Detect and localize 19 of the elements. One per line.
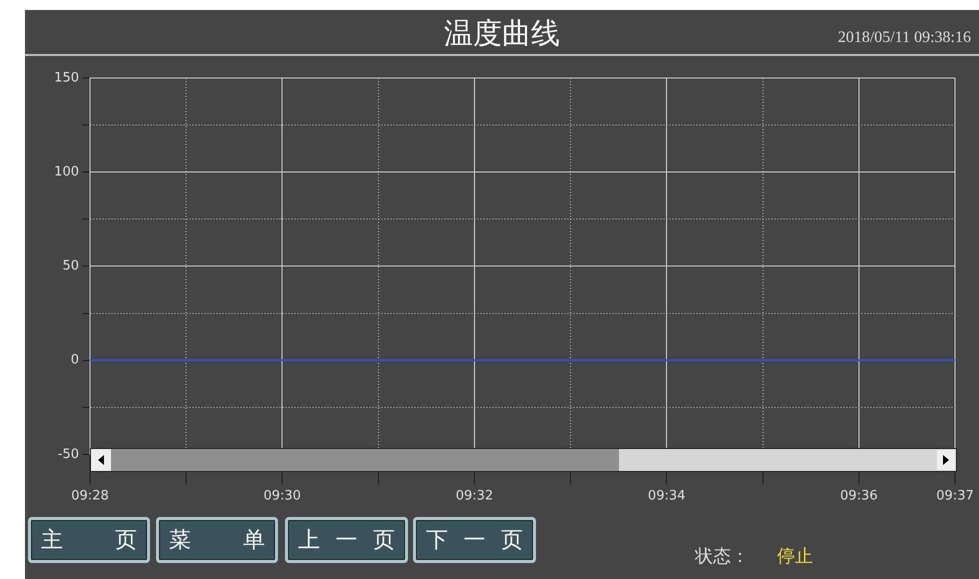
y-tick-label: 100: [54, 164, 79, 180]
x-tick-label: 09:37: [936, 488, 974, 504]
y-tick-label: 150: [54, 70, 79, 86]
button: 上 一 页: [285, 517, 408, 563]
y-tick-label: 0: [70, 352, 79, 368]
text: 停止: [777, 545, 813, 568]
x-tick-label: 09:36: [840, 488, 878, 504]
text: 2018/05/11 09:38:16: [838, 29, 971, 47]
y-tick-label: 50: [62, 258, 79, 274]
y-tick-label: -50: [58, 446, 79, 462]
button: 主 页: [28, 517, 150, 563]
x-tick-label: 09:34: [648, 488, 686, 504]
button: 下 一 页: [413, 517, 536, 563]
x-tick-label: 09:28: [71, 488, 109, 504]
x-tick-label: 09:30: [263, 488, 301, 504]
button: 菜 单: [156, 517, 278, 563]
chart-title: 温度曲线: [444, 16, 560, 50]
x-tick-label: 09:32: [456, 488, 494, 504]
text: 状态：: [695, 545, 749, 568]
